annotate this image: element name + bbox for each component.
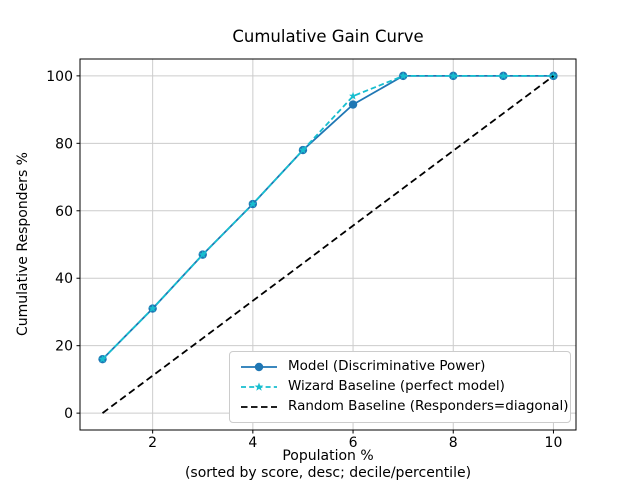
- wizard-star-marker: [198, 250, 207, 259]
- legend-random-label: Random Baseline (Responders=diagonal): [288, 398, 569, 415]
- wizard-star-marker: [399, 71, 408, 80]
- chart-title: Cumulative Gain Curve: [232, 27, 424, 46]
- y-axis-label: Cumulative Responders %: [15, 152, 31, 337]
- wizard-star-marker: [248, 199, 257, 208]
- x-tick-label: 2: [148, 435, 157, 451]
- x-tick-label: 8: [449, 435, 458, 451]
- legend-model-label: Model (Discriminative Power): [288, 358, 486, 375]
- y-tick-label: 20: [55, 339, 73, 355]
- legend-wizard-marker-sample: [241, 382, 277, 391]
- model-marker: [348, 100, 358, 109]
- y-tick-label: 40: [55, 271, 73, 287]
- y-tick-label: 80: [55, 136, 73, 152]
- random-line: [101, 75, 555, 414]
- plot-border: [79, 58, 577, 431]
- x-tick-label: 6: [349, 435, 358, 451]
- model-line: [101, 75, 554, 360]
- legend-wizard-label: Wizard Baseline (perfect model): [288, 378, 505, 395]
- y-tick-label: 0: [64, 406, 73, 422]
- x-tick-label: 4: [248, 435, 257, 451]
- legend-model-marker-sample: [241, 362, 277, 372]
- wizard-star-marker: [499, 71, 508, 80]
- legend-item-wizard: Wizard Baseline (perfect model): [239, 380, 562, 394]
- x-axis-label: Population %: [282, 448, 374, 464]
- wizard-star-marker: [148, 304, 157, 312]
- wizard-star-marker: [349, 91, 358, 100]
- x-tick-label: 10: [545, 435, 563, 451]
- legend: Model (Discriminative Power) Wizard Base…: [229, 351, 571, 423]
- wizard-star-marker: [549, 71, 558, 80]
- wizard-star-marker: [298, 145, 307, 154]
- wizard-star-marker: [98, 354, 107, 363]
- y-tick-label: 100: [46, 69, 73, 85]
- wizard-star-marker: [449, 71, 458, 80]
- y-tick-label: 60: [55, 204, 73, 220]
- legend-item-model: Model (Discriminative Power): [239, 360, 562, 374]
- wizard-line: [101, 75, 554, 360]
- legend-random-marker-sample: [241, 406, 277, 408]
- legend-item-random: Random Baseline (Responders=diagonal): [239, 400, 569, 414]
- x-axis-sublabel: (sorted by score, desc; decile/percentil…: [184, 465, 472, 480]
